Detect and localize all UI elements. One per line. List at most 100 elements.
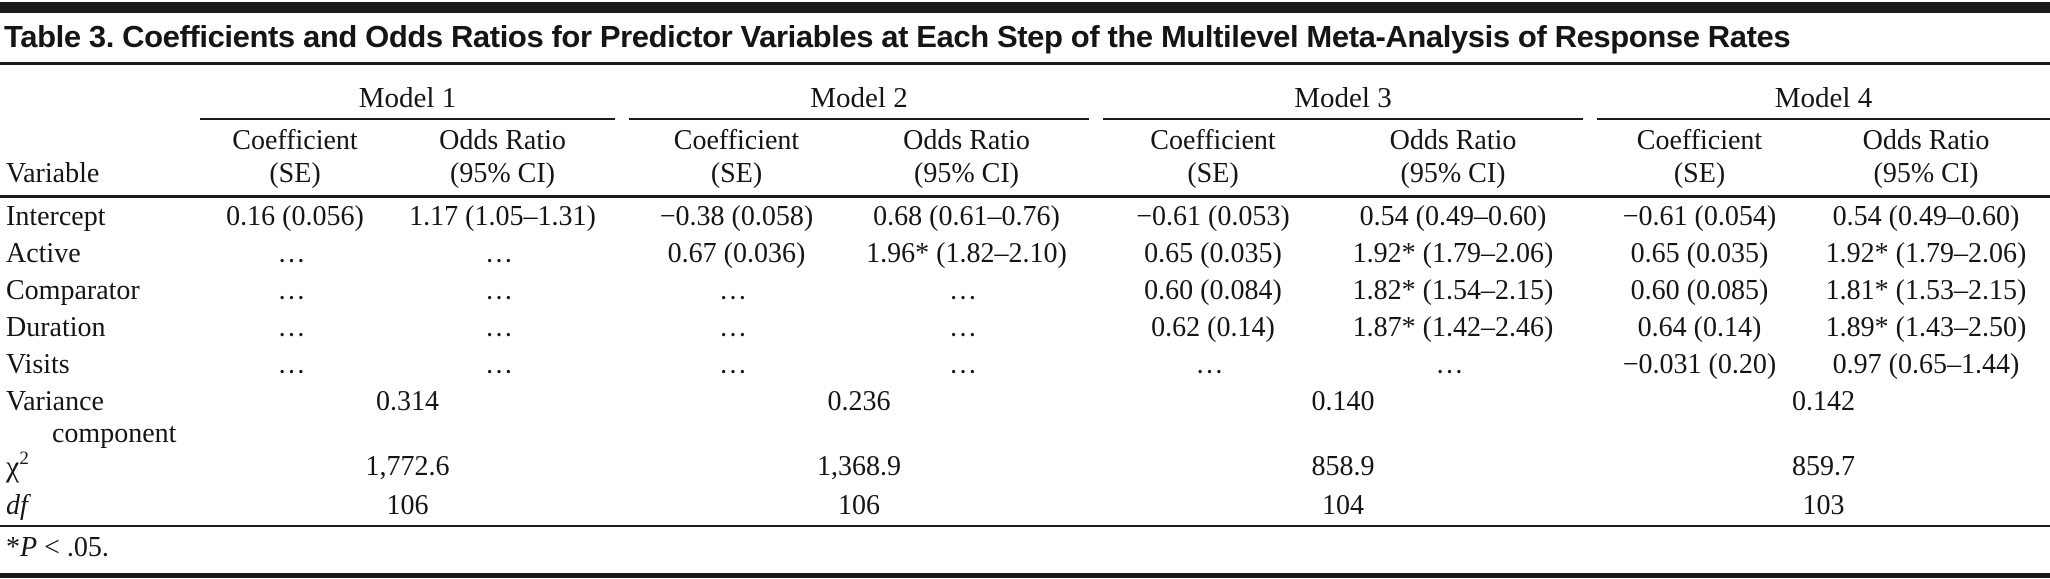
cell: 0.68 (0.61–0.76) xyxy=(873,200,1060,232)
cell: 0.67 (0.036) xyxy=(667,237,806,269)
cell: 106 xyxy=(629,487,1089,528)
m1-odds-ratio-header: Odds Ratio (95% CI) xyxy=(390,119,615,199)
m4-coefficient-header: Coefficient (SE) xyxy=(1597,119,1802,199)
spacer xyxy=(615,487,629,528)
m2-odds-ratio-header: Odds Ratio (95% CI) xyxy=(844,119,1089,199)
cell: … xyxy=(949,348,984,380)
m4-odds-ratio-header: Odds Ratio (95% CI) xyxy=(1802,119,2050,199)
row-df: df 106 106 104 103 xyxy=(0,487,2050,528)
significance-star: * xyxy=(6,532,20,564)
m3-coefficient-header: Coefficient (SE) xyxy=(1103,119,1323,199)
spacer xyxy=(1089,197,1103,236)
model1-header: Model 1 xyxy=(200,65,615,120)
cell: 0.142 xyxy=(1792,385,1855,417)
spacer xyxy=(615,65,629,119)
spacer xyxy=(1583,65,1597,119)
cell: … xyxy=(277,348,313,380)
cell: 1,368.9 xyxy=(817,451,901,483)
spacer xyxy=(615,383,629,420)
cell: 103 xyxy=(1597,487,2050,528)
spacer xyxy=(1583,309,1597,346)
p-symbol: P xyxy=(20,532,38,564)
cell: 858.9 xyxy=(1311,451,1375,483)
spacer xyxy=(1583,197,1597,236)
cell: 1.92* (1.79–2.06) xyxy=(1352,237,1554,269)
spacer xyxy=(1583,272,1597,309)
spacer xyxy=(615,235,629,272)
cell: 0.64 (0.14) xyxy=(1637,311,1762,343)
row-duration: Duration … … … … 0.62 (0.14) 1.87* (1.42… xyxy=(0,309,2050,346)
cell: 1.96* (1.82–2.10) xyxy=(866,237,1067,269)
cell: −0.61 (0.054) xyxy=(1622,200,1777,232)
row-comparator: Comparator … … … … 0.60 (0.084) 1.82* (1… xyxy=(0,272,2050,309)
cell: 0.16 (0.056) xyxy=(226,200,364,232)
cell: 0.65 (0.035) xyxy=(1144,237,1282,269)
cell: 1.92* (1.79–2.06) xyxy=(1825,237,2027,269)
cell: … xyxy=(277,274,313,306)
row-label: component χ2 xyxy=(0,420,200,487)
cell: 0.60 (0.085) xyxy=(1630,274,1769,306)
cell: … xyxy=(277,311,313,343)
spacer xyxy=(1089,487,1103,528)
model2-header: Model 2 xyxy=(629,65,1089,120)
cell: … xyxy=(485,237,520,269)
cell: … xyxy=(949,274,984,306)
cell: 1.81* (1.53–2.15) xyxy=(1825,274,2027,306)
row-label: df xyxy=(0,487,200,528)
cell: … xyxy=(949,311,984,343)
cell: −0.031 (0.20) xyxy=(1622,348,1777,380)
spacer xyxy=(1089,383,1103,420)
cell: 0.60 (0.084) xyxy=(1144,274,1282,306)
column-header-row: Variable Coefficient (SE) Odds Ratio (95… xyxy=(0,119,2050,199)
row-label: Visits xyxy=(6,348,70,380)
model-spanner-row: Model 1 Model 2 Model 3 Model 4 xyxy=(0,65,2050,120)
chi-symbol: χ2 xyxy=(6,448,29,484)
spacer xyxy=(1089,420,1103,487)
spacer xyxy=(1583,383,1597,420)
spacer xyxy=(1089,272,1103,309)
cell: 0.65 (0.035) xyxy=(1630,237,1769,269)
cell: 1.17 (1.05–1.31) xyxy=(409,200,596,232)
cell: … xyxy=(719,274,754,306)
spacer xyxy=(615,197,629,236)
cell: 1.89* (1.43–2.50) xyxy=(1825,311,2027,343)
spacer xyxy=(1089,309,1103,346)
row-visits: Visits … … … … … … −0.031 (0.20) 0.97 (0… xyxy=(0,346,2050,383)
cell: 0.140 xyxy=(1311,385,1375,417)
row-label: Variance xyxy=(6,385,104,417)
spacer xyxy=(615,309,629,346)
spacer xyxy=(1089,235,1103,272)
chi-component-word: component xyxy=(52,418,177,450)
row-chi-square-component: component χ2 1,772.6 1,368.9 858.9 859.7 xyxy=(0,420,2050,487)
cell: 0.236 xyxy=(827,385,891,417)
spacer xyxy=(1583,119,1597,199)
m1-coefficient-header: Coefficient (SE) xyxy=(200,119,390,199)
table-footnote: *P < .05. xyxy=(0,527,2050,579)
spacer xyxy=(1089,119,1103,199)
row-label: Comparator xyxy=(6,274,140,306)
cell: 1,772.6 xyxy=(365,451,450,483)
cell: 0.54 (0.49–0.60) xyxy=(1359,200,1547,232)
spacer xyxy=(615,272,629,309)
cell: … xyxy=(1435,348,1471,380)
top-rule xyxy=(0,2,2050,13)
cell: −0.38 (0.058) xyxy=(659,200,814,232)
row-intercept: Intercept 0.16 (0.056) 1.17 (1.05–1.31) … xyxy=(0,197,2050,236)
spacer xyxy=(1583,420,1597,487)
variable-header: Variable xyxy=(0,119,200,199)
cell: 0.97 (0.65–1.44) xyxy=(1832,348,2020,380)
model3-header: Model 3 xyxy=(1103,65,1583,120)
cell: 106 xyxy=(200,487,615,528)
spacer xyxy=(615,346,629,383)
cell: 104 xyxy=(1103,487,1583,528)
spacer xyxy=(615,420,629,487)
spacer xyxy=(615,119,629,199)
row-label: Intercept xyxy=(6,200,106,232)
spacer xyxy=(1089,65,1103,119)
spacer xyxy=(1583,346,1597,383)
spacer xyxy=(1583,487,1597,528)
cell: … xyxy=(485,274,520,306)
model4-header: Model 4 xyxy=(1597,65,2050,120)
table3: Model 1 Model 2 Model 3 Model 4 Variable… xyxy=(0,65,2050,528)
cell: 859.7 xyxy=(1792,451,1855,483)
